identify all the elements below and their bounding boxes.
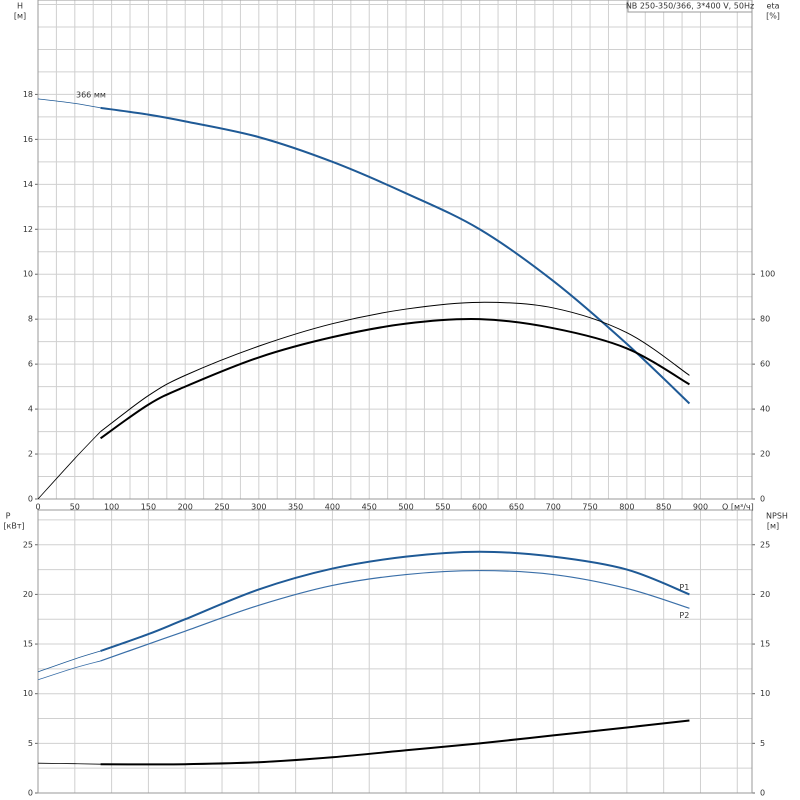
x-tick-label: 500	[398, 503, 413, 512]
curve	[100, 106, 691, 405]
y-axis-unit: [кВт]	[3, 522, 24, 531]
x-tick-label: 900	[693, 503, 708, 512]
title-box	[627, 0, 753, 13]
x-tick-label: 350	[288, 503, 303, 512]
y-tick-label: 14	[23, 180, 33, 189]
y-tick-label: 6	[28, 360, 33, 369]
y2-tick-label: 10	[760, 689, 770, 698]
x-tick-label: 300	[251, 503, 266, 512]
y-tick-label: 4	[28, 405, 33, 414]
y-tick-label: 12	[23, 225, 33, 234]
x-tick-label: 550	[435, 503, 450, 512]
curve	[37, 762, 101, 765]
y-axis-label: P	[6, 512, 11, 521]
y-axis-label: H	[17, 2, 23, 11]
x-tick-label: 200	[178, 503, 193, 512]
y-tick-label: 5	[28, 739, 33, 748]
curve	[100, 719, 690, 766]
series-label: P2	[679, 611, 689, 620]
curve	[100, 569, 690, 662]
x-tick-label: 600	[472, 503, 487, 512]
plot-frame	[37, 0, 753, 500]
x-tick-label: 150	[141, 503, 156, 512]
curve-annotation: 366 мм	[76, 91, 106, 100]
x-tick-label: 850	[656, 503, 671, 512]
x-tick-label: 250	[214, 503, 229, 512]
y-tick-label: 10	[23, 689, 33, 698]
curve	[99, 318, 690, 440]
curve	[37, 98, 101, 109]
y2-axis-unit: [%]	[766, 12, 780, 21]
y2-tick-label: 60	[760, 360, 770, 369]
x-tick-label: 800	[619, 503, 634, 512]
y-axis-unit: [м]	[14, 12, 26, 21]
y-tick-label: 8	[28, 315, 33, 324]
series-label: P1	[679, 583, 689, 592]
y-tick-label: 0	[28, 495, 33, 504]
y2-axis-label: eta	[767, 2, 780, 11]
plot-frame	[37, 509, 753, 794]
y2-tick-label: 80	[760, 315, 770, 324]
x-tick-label: 450	[362, 503, 377, 512]
y-tick-label: 25	[23, 540, 33, 549]
x-tick-label: 100	[104, 503, 119, 512]
curve	[100, 550, 690, 652]
y-tick-label: 15	[23, 640, 33, 649]
y2-tick-label: 100	[760, 270, 775, 279]
y2-tick-label: 40	[760, 405, 770, 414]
y-tick-label: 10	[23, 270, 33, 279]
y-tick-label: 0	[28, 789, 33, 798]
y2-tick-label: 0	[760, 495, 765, 504]
y2-tick-label: 0	[760, 789, 765, 798]
curve	[37, 650, 101, 673]
x-tick-label: 400	[325, 503, 340, 512]
x-tick-label: 700	[546, 503, 561, 512]
x-axis-label: Q [м³/ч]	[722, 503, 754, 512]
y-tick-label: 2	[28, 450, 33, 459]
y-tick-label: 16	[23, 135, 33, 144]
curve	[37, 660, 101, 681]
y-tick-label: 20	[23, 590, 33, 599]
y2-tick-label: 25	[760, 540, 770, 549]
y2-tick-label: 20	[760, 590, 770, 599]
x-tick-label: 50	[70, 503, 80, 512]
chart-title: NB 250-350/366, 3*400 V, 50Hz	[626, 2, 754, 11]
y2-axis-label: NPSH	[766, 512, 788, 521]
curve	[37, 431, 101, 500]
x-tick-label: 650	[509, 503, 524, 512]
y-tick-label: 18	[23, 90, 33, 99]
y2-tick-label: 15	[760, 640, 770, 649]
x-tick-label: 750	[582, 503, 597, 512]
y2-tick-label: 20	[760, 450, 770, 459]
y2-axis-unit: [м]	[767, 522, 779, 531]
x-tick-label: 0	[35, 503, 40, 512]
y2-tick-label: 5	[760, 739, 765, 748]
curve	[100, 301, 690, 432]
